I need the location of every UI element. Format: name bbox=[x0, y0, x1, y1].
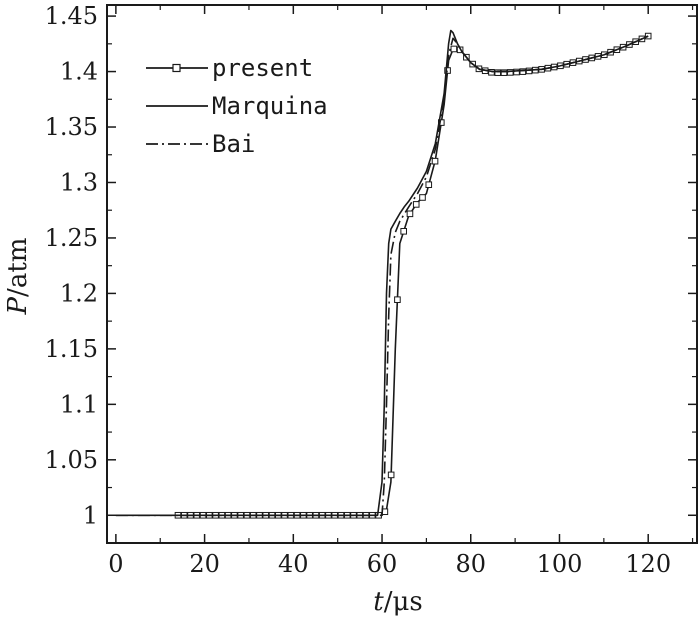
y-tick-label: 1.05 bbox=[45, 446, 98, 474]
legend-label: Bai bbox=[212, 130, 255, 158]
present-marker bbox=[506, 69, 514, 76]
x-axis-unit: μs bbox=[392, 587, 422, 617]
tick-marks bbox=[107, 5, 697, 543]
x-axis-variable: t bbox=[373, 587, 384, 617]
legend: present Marquina Bai bbox=[146, 54, 328, 158]
x-tick-labels: 0 20 40 60 80 100 120 bbox=[108, 550, 671, 578]
y-tick-label: 1.45 bbox=[45, 2, 98, 30]
present-marker bbox=[419, 194, 426, 201]
y-axis-variable: P bbox=[3, 296, 33, 315]
y-tick-label: 1 bbox=[83, 501, 98, 529]
y-axis-label: P/atm bbox=[3, 238, 33, 316]
present-marker bbox=[519, 68, 527, 75]
x-tick-label: 20 bbox=[189, 550, 220, 578]
present-marker bbox=[500, 69, 508, 76]
present-marker bbox=[412, 201, 420, 208]
plot-frame bbox=[106, 4, 698, 544]
present-marker bbox=[513, 68, 520, 76]
y-tick-label: 1.15 bbox=[45, 335, 98, 363]
x-tick-label: 80 bbox=[455, 550, 486, 578]
present-marker bbox=[444, 67, 451, 74]
y-axis-separator: / bbox=[3, 288, 33, 297]
legend-label: present bbox=[212, 54, 313, 82]
legend-item-present: present bbox=[146, 54, 313, 82]
legend-marker bbox=[172, 63, 181, 73]
present-marker bbox=[431, 157, 439, 165]
present-marker bbox=[400, 227, 407, 235]
present-marker bbox=[406, 210, 414, 218]
x-tick-label: 40 bbox=[278, 550, 309, 578]
y-tick-label: 1.3 bbox=[60, 168, 98, 196]
x-tick-label: 0 bbox=[108, 550, 123, 578]
y-axis-unit: atm bbox=[3, 238, 33, 289]
x-tick-label: 60 bbox=[367, 550, 398, 578]
x-axis-separator: / bbox=[384, 587, 393, 617]
x-axis-label: t/μs bbox=[373, 587, 422, 617]
present-marker bbox=[387, 471, 395, 479]
present-marker bbox=[450, 45, 458, 53]
legend-label: Marquina bbox=[212, 92, 328, 120]
y-tick-label: 1.4 bbox=[60, 58, 98, 86]
legend-item-marquina: Marquina bbox=[146, 92, 328, 120]
y-tick-label: 1.25 bbox=[45, 224, 98, 252]
legend-item-bai: Bai bbox=[146, 130, 255, 158]
x-tick-label: 120 bbox=[625, 550, 671, 578]
y-tick-label: 1.2 bbox=[60, 279, 98, 307]
present-marker bbox=[394, 296, 401, 303]
series-line-bai bbox=[115, 35, 649, 517]
y-tick-label: 1.1 bbox=[60, 390, 98, 418]
present-marker bbox=[425, 181, 433, 189]
y-tick-labels: 1 1.05 1.1 1.15 1.2 1.25 1.3 1.35 1.4 1.45 bbox=[45, 2, 98, 529]
y-tick-label: 1.35 bbox=[45, 113, 98, 141]
series-line-marquina bbox=[115, 29, 649, 517]
present-marker bbox=[644, 32, 652, 40]
present-marker bbox=[494, 69, 502, 76]
x-tick-label: 100 bbox=[537, 550, 583, 578]
series-layer bbox=[115, 29, 652, 519]
